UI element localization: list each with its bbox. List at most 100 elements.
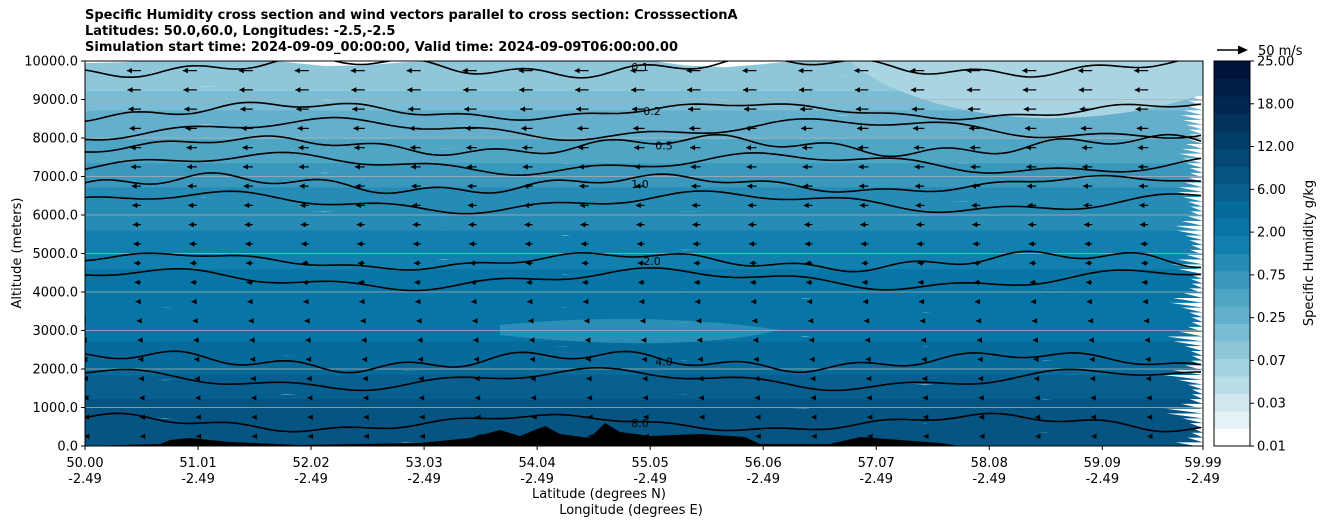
colorbar-segment xyxy=(1214,253,1250,272)
wind-vector-head xyxy=(910,67,916,74)
wind-vector-head xyxy=(298,164,304,170)
wind-vector-head xyxy=(529,356,535,363)
wind-vector-head xyxy=(859,202,865,209)
wind-vector-head xyxy=(412,221,418,228)
wind-vector-head xyxy=(978,395,984,401)
wind-vector-head xyxy=(809,356,815,363)
wind-vector-head xyxy=(585,356,591,363)
wind-vector-head xyxy=(358,279,364,286)
wind-vector-head xyxy=(1090,375,1096,382)
y-tick-label: 7000.0 xyxy=(33,170,79,185)
wind-vector-head xyxy=(750,279,756,286)
wind-vector-head xyxy=(470,279,476,286)
y-tick-label: 10000.0 xyxy=(24,55,78,70)
colorbar-segment xyxy=(1214,148,1250,167)
wind-vector-head xyxy=(920,318,926,324)
wind-vector-head xyxy=(911,106,917,112)
wind-vector-head xyxy=(575,87,581,93)
wind-vector-head xyxy=(638,279,644,286)
wind-vector-head xyxy=(1029,279,1035,286)
wind-vector-head xyxy=(746,164,752,170)
colorbar-segment xyxy=(1214,96,1250,114)
wind-vector-head xyxy=(803,202,809,209)
wind-vector-head xyxy=(860,241,866,247)
wind-vector-head xyxy=(582,279,588,286)
wind-vector-head xyxy=(1084,221,1090,228)
x-tick-label-longitude: -2.49 xyxy=(520,472,554,487)
chart-title-line-2: Latitudes: 50.0,60.0, Longitudes: -2.5,-… xyxy=(85,24,396,39)
wind-vector-head xyxy=(195,414,201,420)
wind-vector-head xyxy=(306,375,312,382)
wind-vector-head xyxy=(468,221,474,228)
colorbar-segment xyxy=(1214,271,1250,289)
wind-vector-head xyxy=(807,298,813,305)
wind-vector-head xyxy=(914,164,920,170)
wind-vector-head xyxy=(250,375,256,382)
wind-vector-head xyxy=(414,279,420,286)
wind-vector-head xyxy=(808,318,814,324)
wind-vector-head xyxy=(910,87,916,93)
wind-vector-head xyxy=(858,164,864,170)
wind-vector-head xyxy=(469,241,475,247)
wind-vector-head xyxy=(855,106,861,112)
wind-vector-head xyxy=(473,337,479,343)
wind-vector-head xyxy=(1139,202,1145,209)
wind-vector-head xyxy=(519,87,525,93)
wind-vector-head xyxy=(140,433,146,440)
wind-vector-head xyxy=(1028,241,1034,247)
wind-vector-head xyxy=(248,318,254,324)
wind-vector-head xyxy=(633,125,639,132)
quiver-key: 50 m/s xyxy=(1217,44,1303,59)
wind-vector-head xyxy=(978,375,984,382)
wind-vector-head xyxy=(419,433,425,440)
contour-line-1.0 xyxy=(85,190,1202,215)
colorbar-tick-label: 0.75 xyxy=(1257,268,1286,283)
contour-label-2.0: 2.0 xyxy=(643,255,661,268)
wind-vector-head xyxy=(76,203,81,209)
colorbar-label: Specific Humidity g/kg xyxy=(1302,180,1317,326)
wind-vector-head xyxy=(246,279,252,286)
wind-vector-head xyxy=(474,356,480,363)
wind-vector-head xyxy=(747,202,753,209)
wind-vector-head xyxy=(188,221,194,228)
wind-vector-head xyxy=(462,67,468,74)
wind-vector-head xyxy=(182,67,188,74)
wind-vector-head xyxy=(1147,414,1153,420)
x-tick-label-latitude: 56.06 xyxy=(745,456,782,471)
y-tick-label: 1000.0 xyxy=(33,401,79,416)
wind-vector-head xyxy=(634,144,640,151)
wind-vector-head xyxy=(410,164,416,170)
wind-vector-head xyxy=(691,202,697,209)
wind-vector-head xyxy=(1028,221,1034,228)
contour-line-2.0 xyxy=(85,250,1202,273)
wind-vector-head xyxy=(188,202,194,209)
wind-vector-head xyxy=(249,337,255,343)
wind-vector-head xyxy=(583,298,589,305)
wind-vector-head xyxy=(245,241,251,247)
wind-vector-head xyxy=(922,375,928,382)
wind-vector-head xyxy=(921,356,927,363)
wind-vector-head xyxy=(641,337,647,343)
wind-vector-head xyxy=(977,356,983,363)
wind-vector-head xyxy=(466,144,472,151)
wind-vector-head xyxy=(418,375,424,382)
wind-vector-head xyxy=(585,337,591,343)
wind-vector-head xyxy=(584,318,590,324)
wind-vector-head xyxy=(752,318,758,324)
wind-vector-head xyxy=(300,221,306,228)
wind-vector-head xyxy=(304,318,310,324)
y-tick-label: 6000.0 xyxy=(33,209,79,224)
x-tick-label-longitude: -2.49 xyxy=(972,472,1006,487)
x-axis-label-latitude: Latitude (degrees N) xyxy=(532,487,666,502)
wind-vector-head xyxy=(804,221,810,228)
colorbar-frame xyxy=(1213,60,1251,447)
colorbar-segment xyxy=(1214,78,1250,97)
wind-vector-head xyxy=(1145,356,1151,363)
wind-vector-head xyxy=(745,125,751,132)
wind-vector-head xyxy=(867,433,873,440)
wind-vector-head xyxy=(409,125,415,132)
wind-vector-head xyxy=(193,337,199,343)
wind-vector-head xyxy=(1024,125,1030,132)
wind-vector-head xyxy=(525,241,531,247)
wind-vector-head xyxy=(305,337,311,343)
